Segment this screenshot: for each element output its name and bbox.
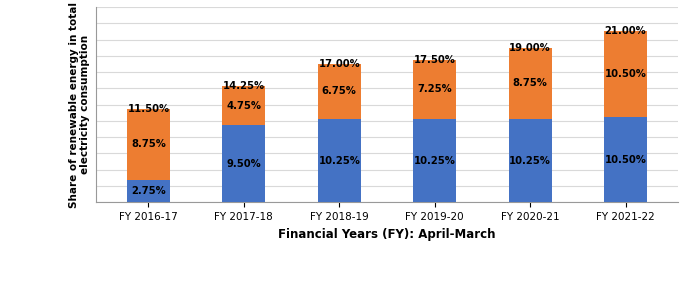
Bar [604, 117, 647, 202]
Y-axis label: Share of renewable energy in total
electricity consumption: Share of renewable energy in total elect… [68, 2, 90, 208]
Text: 10.25%: 10.25% [414, 156, 456, 166]
Text: 9.50%: 9.50% [227, 159, 261, 169]
Text: 10.25%: 10.25% [319, 156, 360, 166]
Text: 2.75%: 2.75% [131, 186, 166, 196]
Bar [413, 60, 456, 119]
X-axis label: Financial Years (FY): April-March: Financial Years (FY): April-March [278, 228, 496, 241]
Text: 7.25%: 7.25% [417, 84, 452, 94]
Text: 10.25%: 10.25% [509, 156, 551, 166]
Text: 4.75%: 4.75% [226, 101, 261, 111]
Text: 8.75%: 8.75% [131, 139, 166, 149]
Text: 14.25%: 14.25% [223, 81, 265, 91]
Text: 10.50%: 10.50% [605, 69, 647, 79]
Text: 8.75%: 8.75% [512, 78, 547, 88]
Text: 10.50%: 10.50% [605, 155, 647, 165]
Bar [318, 64, 361, 119]
Text: 21.00%: 21.00% [605, 26, 647, 36]
Bar [509, 48, 551, 119]
Text: 17.50%: 17.50% [414, 55, 456, 65]
Bar [127, 109, 170, 180]
Bar [223, 86, 265, 125]
Text: 19.00%: 19.00% [509, 43, 551, 53]
Bar [318, 119, 361, 202]
Text: 6.75%: 6.75% [322, 86, 357, 96]
Bar [127, 180, 170, 202]
Text: 17.00%: 17.00% [319, 59, 360, 69]
Bar [604, 31, 647, 117]
Bar [413, 119, 456, 202]
Bar [223, 125, 265, 202]
Text: 11.50%: 11.50% [127, 104, 169, 114]
Bar [509, 119, 551, 202]
